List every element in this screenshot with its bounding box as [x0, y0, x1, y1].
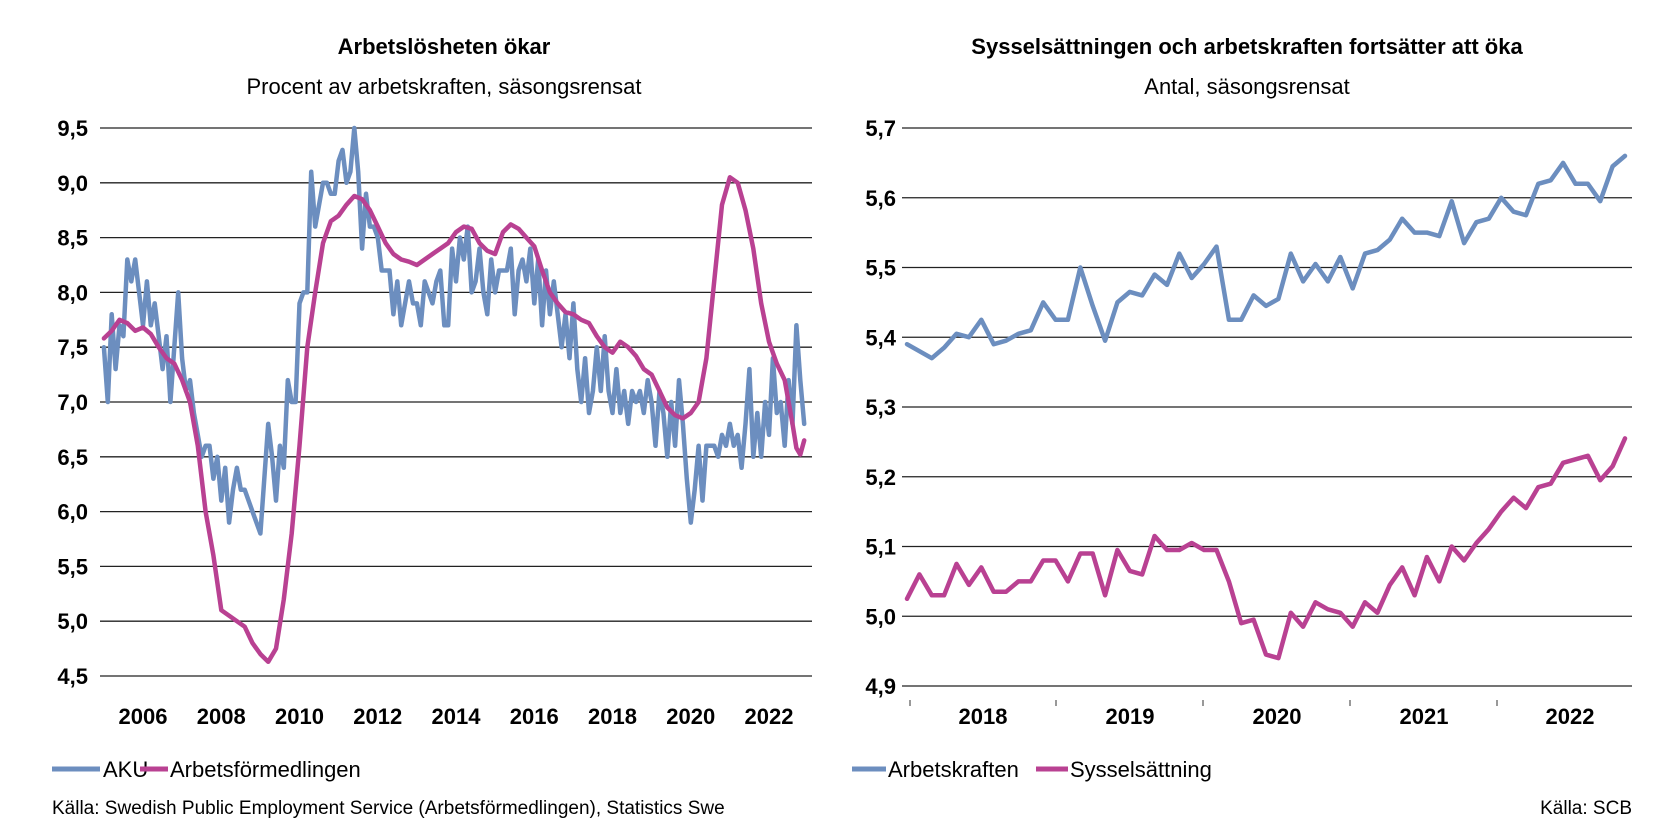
left-x-tick-label: 2020 [666, 704, 715, 729]
right-x-axis: 2018 2019 2020 2021 2022 [909, 700, 1595, 729]
left-y-tick-label: 8,5 [57, 226, 88, 251]
left-y-tick-label: 6,5 [57, 445, 88, 470]
right-source-note: Källa: SCB [1540, 798, 1632, 819]
left-x-tick-label: 2008 [197, 704, 246, 729]
right-x-tick-label: 2020 [1253, 704, 1302, 729]
left-y-tick-label: 5,0 [57, 609, 88, 634]
left-x-axis: 2006 2008 2010 2012 2014 2016 2018 2020 2022 [119, 704, 794, 729]
right-y-tick-label: 5,5 [865, 256, 896, 281]
series-line-arbetskraften [904, 153, 1628, 361]
right-x-tick-label: 2018 [959, 704, 1008, 729]
series-line-aku [101, 125, 807, 536]
left-x-tick-label: 2010 [275, 704, 324, 729]
left-chart-subtitle: Procent av arbetskraften, säsongsrensat [247, 74, 642, 99]
left-x-tick-label: 2014 [432, 704, 482, 729]
series-line-arbetsformedlingen [101, 175, 807, 665]
left-y-tick-label: 7,5 [57, 335, 88, 360]
right-y-axis: 5,7 5,6 5,5 5,4 5,3 5,2 5,1 5,0 4,9 [865, 116, 896, 699]
right-gridlines [902, 127, 1632, 687]
legend-label-sysselsattning: Sysselsättning [1070, 757, 1212, 782]
right-chart-title: Sysselsättningen och arbetskraften forts… [971, 34, 1523, 59]
left-chart: Arbetslösheten ökar Procent av arbetskra… [52, 34, 812, 819]
right-chart: Sysselsättningen och arbetskraften forts… [852, 34, 1632, 819]
right-y-tick-label: 5,0 [865, 604, 896, 629]
right-series [904, 153, 1628, 661]
left-y-tick-label: 6,0 [57, 500, 88, 525]
legend-label-arbetskraften: Arbetskraften [888, 757, 1019, 782]
left-y-tick-label: 9,0 [57, 171, 88, 196]
left-y-tick-label: 4,5 [57, 664, 88, 689]
right-legend: Arbetskraften Sysselsättning [852, 757, 1212, 782]
left-y-tick-label: 7,0 [57, 390, 88, 415]
right-y-tick-label: 4,9 [865, 674, 896, 699]
left-x-tick-label: 2012 [353, 704, 402, 729]
left-y-axis: 9,5 9,0 8,5 8,0 7,5 7,0 6,5 6,0 5,5 5,0 4,5 [57, 116, 88, 689]
right-y-tick-label: 5,1 [865, 535, 896, 560]
right-chart-subtitle: Antal, säsongsrensat [1144, 74, 1349, 99]
right-x-tick-label: 2021 [1400, 704, 1449, 729]
right-y-tick-label: 5,6 [865, 186, 896, 211]
left-legend: AKU Arbetsförmedlingen [52, 757, 361, 782]
left-x-tick-label: 2016 [510, 704, 559, 729]
left-chart-title: Arbetslösheten ökar [338, 34, 551, 59]
right-y-tick-label: 5,7 [865, 116, 896, 141]
right-x-tick-label: 2019 [1106, 704, 1155, 729]
left-y-tick-label: 8,0 [57, 280, 88, 305]
legend-label-arbetsformedlingen: Arbetsförmedlingen [170, 757, 361, 782]
right-y-tick-label: 5,4 [865, 325, 896, 350]
left-x-tick-label: 2022 [745, 704, 794, 729]
left-x-tick-label: 2018 [588, 704, 637, 729]
right-x-tick-label: 2022 [1546, 704, 1595, 729]
left-y-tick-label: 9,5 [57, 116, 88, 141]
right-y-tick-label: 5,3 [865, 395, 896, 420]
left-x-tick-label: 2006 [119, 704, 168, 729]
left-series [101, 125, 807, 665]
right-y-tick-label: 5,2 [865, 465, 896, 490]
left-gridlines [100, 127, 812, 677]
left-y-tick-label: 5,5 [57, 554, 88, 579]
left-source-note: Källa: Swedish Public Employment Service… [52, 798, 725, 819]
series-line-sysselsattning [904, 436, 1628, 661]
